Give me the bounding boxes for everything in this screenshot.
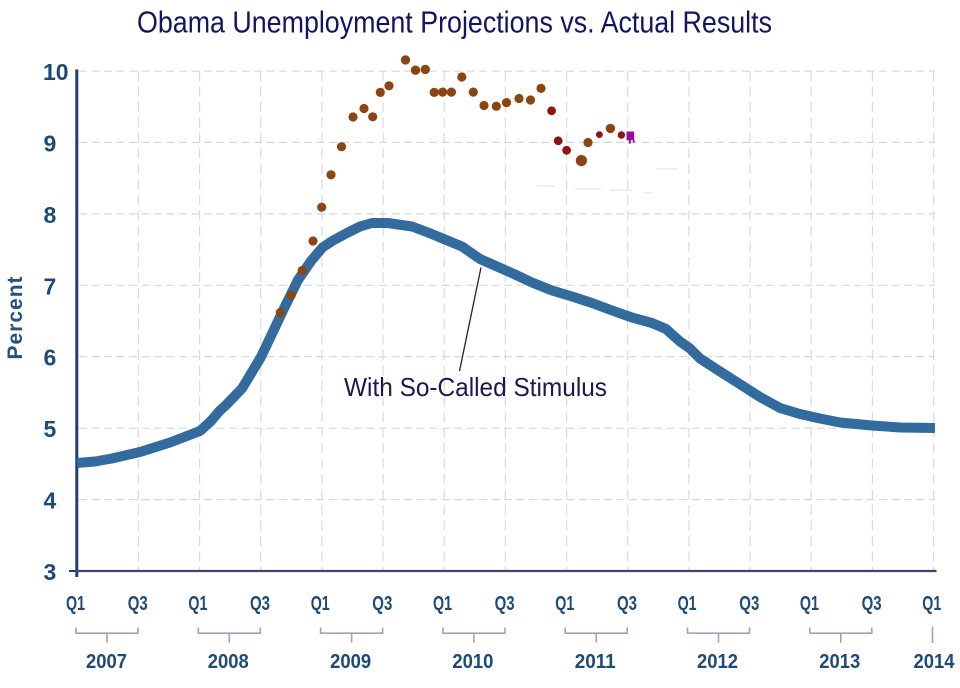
svg-text:Q3: Q3 (250, 593, 270, 615)
svg-text:Q3: Q3 (739, 593, 759, 615)
svg-text:Q3: Q3 (617, 593, 637, 615)
svg-text:Q1: Q1 (800, 593, 819, 615)
svg-text:Q3: Q3 (372, 593, 392, 615)
svg-text:7: 7 (44, 273, 57, 299)
svg-text:Q1: Q1 (433, 593, 452, 615)
svg-text:Q3: Q3 (128, 593, 148, 615)
svg-text:Q1: Q1 (555, 593, 574, 615)
svg-text:4: 4 (44, 488, 57, 514)
svg-text:2013: 2013 (819, 650, 860, 673)
svg-text:10: 10 (43, 59, 69, 85)
svg-text:With So-Called Stimulus: With So-Called Stimulus (344, 372, 607, 402)
svg-text:Percent: Percent (4, 275, 27, 359)
svg-text:3: 3 (44, 559, 57, 585)
svg-text:Q1: Q1 (678, 593, 697, 615)
svg-text:2011: 2011 (575, 650, 616, 673)
svg-text:9: 9 (44, 130, 57, 156)
svg-text:Q1: Q1 (922, 593, 941, 615)
svg-text:Q1: Q1 (66, 593, 85, 615)
svg-text:2009: 2009 (330, 650, 371, 673)
svg-text:2010: 2010 (452, 650, 493, 673)
svg-text:2012: 2012 (697, 650, 738, 673)
svg-text:2007: 2007 (86, 650, 127, 673)
svg-text:Q3: Q3 (862, 593, 882, 615)
svg-text:Obama Unemployment Projections: Obama Unemployment Projections vs. Actua… (137, 6, 772, 40)
svg-text:6: 6 (44, 345, 57, 371)
svg-text:Q1: Q1 (188, 593, 207, 615)
svg-text:5: 5 (44, 416, 57, 442)
svg-text:8: 8 (44, 202, 57, 228)
svg-text:Q1: Q1 (311, 593, 330, 615)
svg-text:2008: 2008 (208, 650, 249, 673)
svg-text:2014: 2014 (914, 650, 956, 673)
svg-text:Q3: Q3 (495, 593, 515, 615)
